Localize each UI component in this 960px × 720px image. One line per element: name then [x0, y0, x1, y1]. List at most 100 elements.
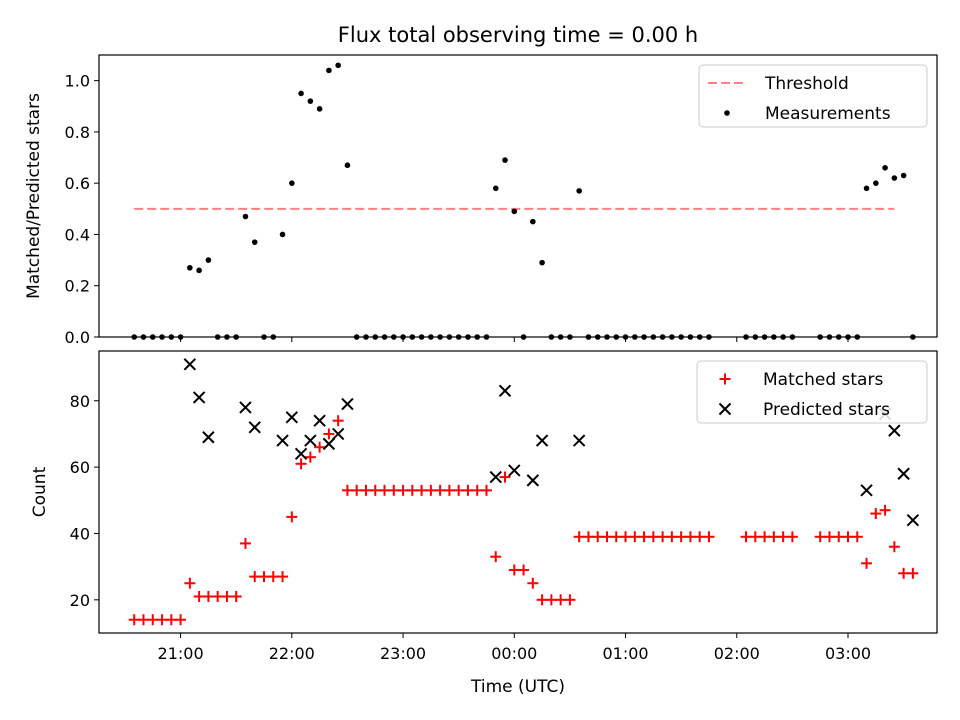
- measurement-point: [511, 208, 518, 215]
- y-tick-label: 0.0: [65, 328, 90, 347]
- matched-stars-marker: [295, 458, 307, 470]
- matched-stars-marker: [703, 531, 715, 543]
- matched-stars-marker: [740, 531, 752, 543]
- predicted-stars-marker: [294, 447, 308, 461]
- matched-stars-marker: [647, 531, 659, 543]
- matched-stars-marker: [555, 594, 567, 606]
- matched-stars-marker: [666, 531, 678, 543]
- matched-stars-marker: [545, 594, 557, 606]
- axes-frame: [98, 54, 938, 338]
- matched-stars-marker: [536, 594, 548, 606]
- measurement-point: [298, 90, 304, 97]
- matched-stars-marker: [341, 484, 353, 496]
- measurement-point: [187, 264, 193, 271]
- y-tick-label: 40: [70, 524, 90, 543]
- matched-stars-marker: [147, 614, 159, 626]
- y-tick-label: 0.4: [65, 225, 90, 244]
- measurement-point: [891, 175, 898, 181]
- marker-stroke: [897, 467, 910, 480]
- matched-stars-marker: [573, 531, 585, 543]
- predicted-stars-marker: [572, 434, 586, 447]
- y-tick-label: 0.2: [65, 277, 90, 296]
- matched-stars-marker: [823, 531, 835, 543]
- matched-stars-marker: [239, 537, 251, 549]
- matched-stars-marker: [128, 614, 140, 626]
- predicted-stars-marker: [489, 470, 502, 484]
- marker-stroke: [239, 401, 252, 414]
- measurement-point: [205, 257, 212, 263]
- measurement-point: [863, 185, 870, 192]
- marker-stroke: [498, 384, 512, 398]
- matched-stars-marker: [888, 541, 900, 553]
- matched-stars-marker: [230, 591, 242, 603]
- measurement-point: [289, 180, 295, 186]
- measurement-point: [344, 162, 351, 169]
- matched-stars-marker: [508, 564, 520, 576]
- predicted-stars-marker: [248, 421, 261, 434]
- predicted-stars-marker: [498, 384, 512, 398]
- measurement-point: [873, 180, 879, 186]
- matched-stars-marker: [490, 551, 502, 563]
- predicted-stars-marker: [202, 431, 215, 444]
- predicted-stars-marker: [508, 464, 521, 477]
- matched-stars-marker: [518, 564, 530, 576]
- matched-stars-marker: [249, 571, 261, 583]
- predicted-stars-marker: [322, 437, 336, 451]
- marker-stroke: [489, 470, 502, 484]
- x-tick-label: 00:00: [491, 644, 537, 663]
- matched-stars-marker: [842, 531, 854, 543]
- matched-stars-marker: [137, 614, 149, 626]
- matched-stars-marker: [193, 591, 205, 603]
- marker-stroke: [304, 434, 317, 447]
- matched-stars-marker: [499, 471, 511, 483]
- predicted-stars-marker: [341, 397, 354, 411]
- matched-stars-marker: [156, 614, 168, 626]
- predicted-stars-marker: [276, 434, 289, 447]
- matched-stars-marker: [768, 531, 780, 543]
- predicted-stars-marker: [192, 391, 206, 404]
- matched-stars-marker: [351, 484, 363, 496]
- marker-stroke: [508, 464, 521, 477]
- legend-box: [696, 360, 928, 424]
- marker-stroke: [202, 431, 215, 444]
- predicted-stars-marker: [304, 434, 317, 447]
- measurement-point: [279, 231, 286, 238]
- matched-stars-marker: [462, 484, 474, 496]
- x-tick-label: 01:00: [602, 644, 648, 663]
- matched-stars-marker: [434, 484, 446, 496]
- marker-stroke: [906, 513, 920, 527]
- predicted-stars-marker: [239, 401, 252, 414]
- legend-predicted-swatch: [718, 402, 732, 416]
- matched-stars-marker: [379, 484, 391, 496]
- measurement-point: [196, 267, 202, 274]
- marker-stroke: [183, 358, 197, 371]
- matched-stars-marker: [267, 571, 279, 583]
- predicted-stars-marker: [860, 484, 873, 497]
- marker-stroke: [276, 434, 289, 447]
- predicted-stars-marker: [535, 434, 549, 447]
- matched-stars-marker: [898, 567, 910, 579]
- y-tick-label: 1.0: [65, 72, 90, 91]
- matched-stars-marker: [314, 441, 326, 453]
- predicted-stars-marker: [285, 411, 299, 424]
- matched-stars-marker: [694, 531, 706, 543]
- legend-label: Predicted stars: [763, 400, 890, 420]
- matched-stars-marker: [360, 484, 372, 496]
- legend-label: Matched stars: [763, 370, 883, 390]
- bottom-axes: 20 40 60 80 21:00 22:00 23:00 00:00 01:00 02:00 03…: [30, 350, 938, 663]
- x-tick-label: 21:00: [158, 644, 204, 663]
- marker-stroke: [718, 402, 732, 416]
- predicted-stars-marker: [888, 424, 901, 437]
- matched-stars-marker: [202, 591, 214, 603]
- marker-stroke: [322, 437, 336, 451]
- x-axis-label: Time (UTC): [470, 677, 565, 697]
- matched-stars-marker: [388, 484, 400, 496]
- matched-stars-marker: [907, 567, 919, 579]
- marker-stroke: [331, 427, 345, 441]
- marker-stroke: [248, 421, 261, 434]
- predicted-stars-marker: [331, 427, 345, 441]
- y-tick-label: 0.8: [65, 123, 90, 142]
- matched-stars-marker: [425, 484, 437, 496]
- legend: Threshold Measurements: [698, 64, 928, 128]
